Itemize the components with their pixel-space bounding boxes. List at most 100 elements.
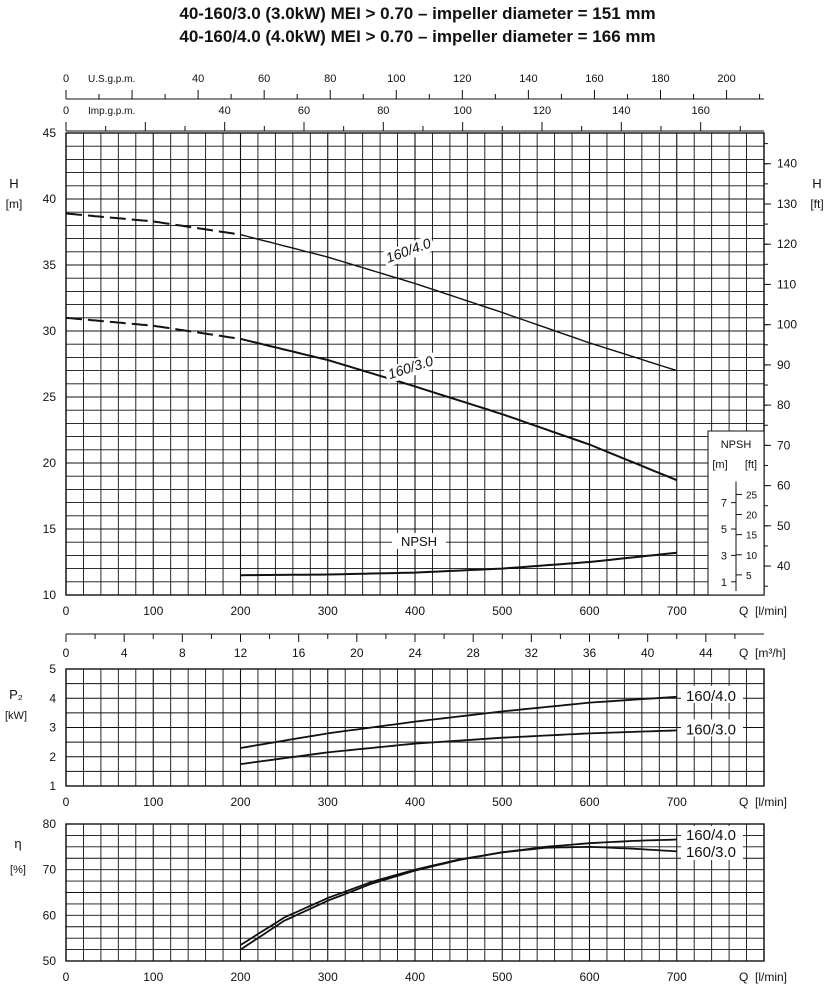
npsh-scale-m-label: 5 (721, 524, 727, 536)
eff-x-tick-label: 500 (492, 970, 512, 984)
m3h-axis-tick-label: 20 (350, 646, 364, 660)
npsh-scale-m-label: 7 (721, 498, 727, 510)
power-y-tick-label: 1 (49, 779, 56, 793)
top-axis-tick-label: 160 (691, 105, 709, 117)
head-x-tick-label: 500 (492, 604, 512, 618)
head-ft-tick-label: 110 (777, 277, 796, 291)
head-curve-160-4-0-dashed (65, 212, 241, 236)
eff-x-tick-label: 400 (405, 970, 425, 984)
head-y-tick-label: 40 (43, 192, 57, 206)
head-x-label: Q (739, 604, 748, 618)
eff-curve-label: 160/4.0 (686, 827, 736, 844)
top-axis-tick-label: 40 (192, 73, 204, 85)
head-y-label: H (9, 176, 18, 191)
power-x-tick-label: 0 (63, 795, 70, 809)
m3h-axis-unit: [m³/h] (755, 646, 786, 660)
head-ft-tick-label: 120 (777, 237, 797, 251)
m3h-axis-tick-label: 4 (121, 646, 128, 660)
power-curve-160-4-0 (240, 695, 677, 749)
top-axis-tick-label: 40 (219, 105, 231, 117)
power-frame (65, 668, 765, 787)
head-y-tick-label: 15 (43, 522, 57, 536)
eff-x-tick-label: 200 (230, 970, 250, 984)
top-axis-tick-label: 100 (453, 105, 471, 117)
head-ft-tick-label: 40 (777, 559, 791, 573)
top-axis-tick-label: 160 (585, 73, 603, 85)
head-x-tick-label: 600 (579, 604, 599, 618)
npsh-scale-unit-m: [m] (712, 459, 727, 471)
top-axis-tick-label: 100 (387, 73, 405, 85)
npsh-curve-label-bg (392, 533, 446, 549)
m3h-axis-tick-label: 8 (179, 646, 186, 660)
head-x-tick-label: 400 (405, 604, 425, 618)
npsh-scale-ft-label: 25 (746, 490, 758, 501)
head-y-tick-label: 20 (43, 456, 57, 470)
power-curve-label-bg (681, 719, 743, 737)
head-x-tick-label: 200 (230, 604, 250, 618)
top-axis-tick-label: 200 (717, 73, 735, 85)
m3h-axis-tick-label: 40 (641, 646, 655, 660)
power-x-tick-label: 500 (492, 795, 512, 809)
m3h-axis-tick-label: 32 (525, 646, 539, 660)
power-x-tick-label: 400 (405, 795, 425, 809)
chart-title-line-2: 40-160/4.0 (4.0kW) MEI > 0.70 – impeller… (179, 27, 656, 46)
head-y-tick-label: 45 (43, 126, 57, 140)
npsh-scale-m-label: 1 (721, 577, 727, 589)
head-ft-tick-label: 130 (777, 197, 797, 211)
eff-y-tick-label: 60 (43, 908, 57, 922)
eff-x-tick-label: 300 (318, 970, 338, 984)
head-ft-tick-label: 60 (777, 479, 791, 493)
npsh-scale-title: NPSH (721, 439, 752, 451)
head-x-tick-label: 100 (143, 604, 163, 618)
top-axis-tick-label: 0 (63, 73, 69, 85)
eff-y-unit: [%] (10, 864, 26, 876)
eff-x-label: Q (739, 970, 748, 984)
head-y-unit: [m] (6, 197, 23, 211)
npsh-scale-m-label: 3 (721, 550, 727, 562)
npsh-scale-unit-ft: [ft] (745, 459, 757, 471)
head-curve-160-4-0 (240, 233, 678, 372)
head-x-tick-label: 0 (63, 604, 70, 618)
head-curve-label: 160/4.0 (384, 235, 434, 266)
top-axis-tick-label: 120 (533, 105, 551, 117)
power-x-tick-label: 600 (579, 795, 599, 809)
power-y-tick-label: 4 (49, 691, 56, 705)
power-x-tick-label: 700 (667, 795, 687, 809)
power-curve-label: 160/3.0 (686, 721, 736, 738)
eff-y-tick-label: 70 (43, 863, 57, 877)
power-y-tick-label: 3 (49, 721, 56, 735)
m3h-axis-tick-label: 44 (699, 646, 713, 660)
power-x-tick-label: 300 (318, 795, 338, 809)
eff-y-tick-label: 80 (43, 817, 57, 831)
power-curve-160-3-0 (240, 729, 677, 765)
head-curve-npsh (240, 551, 677, 577)
power-y-tick-label: 5 (49, 662, 56, 676)
top-axis-tick-label: 80 (324, 73, 336, 85)
eff-curve-160-3-0 (240, 845, 677, 951)
head-y-tick-label: 35 (43, 258, 57, 272)
m3h-axis-tick-label: 12 (234, 646, 248, 660)
top-axis-tick-label: 60 (258, 73, 270, 85)
head-y-tick-label: 30 (43, 324, 57, 338)
head-curve-label-bg (383, 352, 438, 384)
m3h-axis-tick-label: 0 (63, 646, 70, 660)
head-ft-tick-label: 50 (777, 519, 791, 533)
m3h-axis-tick-label: 24 (408, 646, 422, 660)
head-curve-label: 160/3.0 (386, 352, 436, 382)
head-x-unit: [l/min] (755, 604, 787, 618)
eff-x-tick-label: 600 (579, 970, 599, 984)
head-ft-unit: [ft] (810, 197, 823, 211)
head-ft-tick-label: 90 (777, 358, 791, 372)
m3h-axis-label: Q (739, 646, 748, 660)
eff-frame (65, 823, 765, 962)
head-ft-tick-label: 70 (777, 438, 791, 452)
eff-x-tick-label: 700 (667, 970, 687, 984)
power-x-tick-label: 200 (230, 795, 250, 809)
power-y-unit: [kW] (5, 710, 27, 722)
top-axis-tick-label: 60 (298, 105, 310, 117)
top-axis-tick-label: 80 (377, 105, 389, 117)
head-curve-label-bg (381, 234, 436, 268)
eff-x-tick-label: 0 (63, 970, 70, 984)
top-axis-unit-label: U.S.g.p.m. (88, 74, 135, 85)
